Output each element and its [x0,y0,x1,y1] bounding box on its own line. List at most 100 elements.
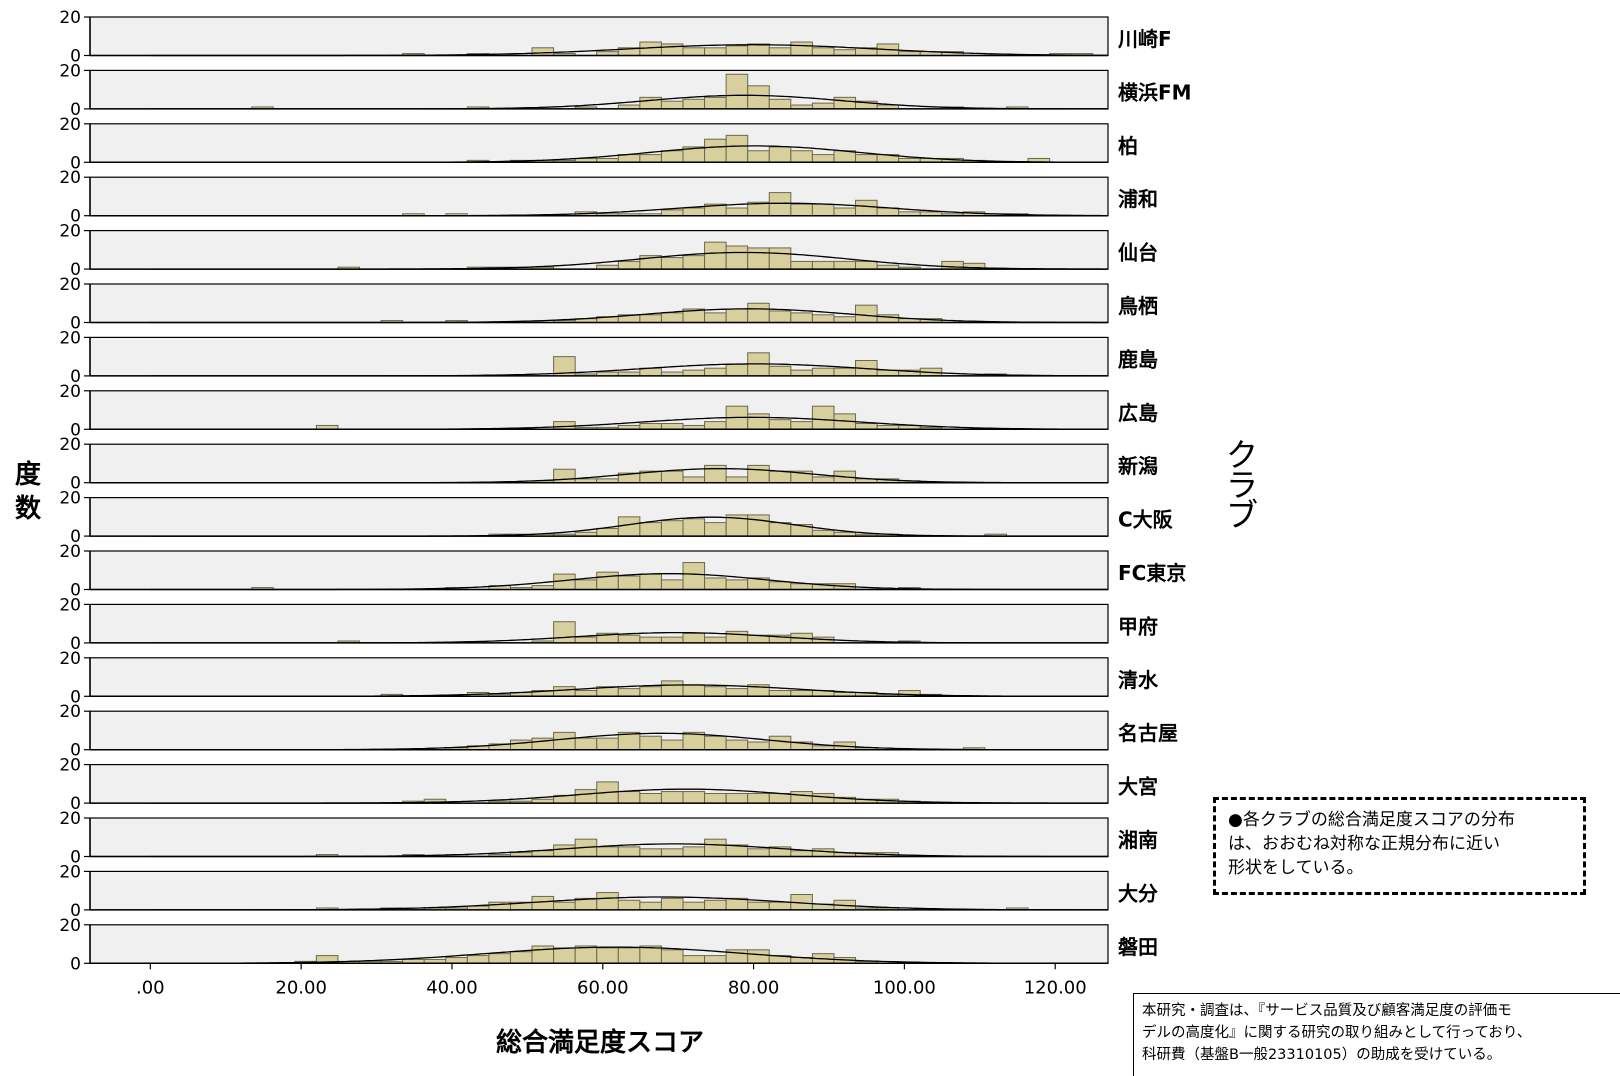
panel-background [89,710,1109,751]
histogram-bar [509,951,533,964]
histogram-bar [660,636,684,644]
histogram-bar [553,901,576,911]
histogram-bar [617,575,641,591]
histogram-bar [639,901,662,911]
histogram-bar [596,571,619,590]
histogram-bar [768,419,792,430]
histogram-bar [768,365,792,377]
y-tick-label: 20 [59,809,81,829]
histogram-bar [660,312,684,323]
histogram-bar [790,260,813,270]
histogram-bar [639,735,662,751]
histogram-bar [660,739,684,751]
y-tick-label: 0 [70,207,81,227]
panel-background [89,176,1109,217]
histogram-bar [811,203,835,217]
histogram-bar [682,846,706,857]
y-tick-label: 20 [59,222,81,242]
histogram-bar [445,957,468,964]
club-label: 仙台 [1118,241,1158,265]
histogram-bar [704,421,727,430]
histogram-bar [790,690,813,697]
histogram-bar [596,892,619,911]
club-label: C大阪 [1118,508,1174,532]
club-label: 川崎F [1117,27,1172,51]
histogram-bar [704,522,727,537]
histogram-bar [682,791,706,804]
histogram-bar [790,583,813,590]
histogram-bar [811,154,835,163]
histogram-bar [704,955,727,964]
histogram-bar [855,423,878,430]
histogram-bar [725,579,749,590]
x-tick-label: 100.00 [873,977,936,998]
y-tick-label: 0 [70,100,81,120]
histogram-bar [531,47,555,56]
histogram-bar [768,522,792,537]
club-label: FC東京 [1118,561,1186,585]
funding-credit-note: 本研究・調査は、『サービス品質及び顧客満足度の評価モ デルの高度化』に関する研究… [1133,993,1620,1076]
histogram-bar [553,947,576,964]
histogram-bar [725,476,749,484]
histogram-bar [617,899,641,911]
panel-background [89,283,1109,324]
histogram-bar [725,73,749,110]
histogram-bar [660,43,684,57]
histogram-bar [768,192,792,217]
histogram-bar [660,579,684,590]
histogram-bar [574,636,598,644]
histogram-bar [855,260,878,270]
panel-background [89,16,1109,57]
histogram-bar [811,367,835,377]
x-tick-label: 80.00 [728,977,780,998]
histogram-bar [660,949,684,964]
histogram-bar [639,522,662,537]
histogram-bar [790,369,813,377]
histogram-bar [639,848,662,857]
y-tick-label: 0 [70,634,81,654]
histogram-bar [704,47,727,56]
histogram-bar [639,573,662,590]
histogram-bar [768,470,792,484]
histogram-bar [617,846,641,857]
y-tick-label: 20 [59,382,81,402]
y-tick-label: 20 [59,702,81,722]
histogram-bar [531,850,555,857]
histogram-bar [725,363,749,377]
histogram-bar [553,468,576,484]
histogram-bar [639,314,662,323]
y-tick-label: 0 [70,954,81,974]
credit-line: デルの高度化』に関する研究の取り組みとして行っており、 [1142,1025,1532,1041]
credit-line: 本研究・調査は、『サービス品質及び顧客満足度の評価モ [1142,1003,1512,1019]
histogram-bar [660,470,684,484]
histogram-bar [553,844,576,858]
histogram-bar [811,102,835,110]
y-tick-label: 0 [70,741,81,761]
panel-background [89,336,1109,377]
histogram-bar [617,947,641,964]
histogram-bar [704,367,727,377]
histogram-bar [682,518,706,537]
histogram-bar [768,146,792,163]
histogram-bar [660,150,684,163]
histogram-bar [682,98,706,110]
x-tick-label: 60.00 [577,977,629,998]
y-tick-label: 20 [59,275,81,295]
histogram-bar [704,636,727,644]
histogram-bar [811,405,835,430]
y-tick-label: 20 [59,916,81,936]
histogram-bar [660,680,684,697]
histogram-bar [574,945,598,964]
club-label: 湘南 [1118,828,1158,852]
histogram-bar [768,247,792,270]
histogram-bar [574,789,598,804]
y-tick-label: 0 [70,367,81,387]
histogram-bar [790,421,813,430]
histogram-bar [855,199,878,217]
y-tick-label: 0 [70,420,81,440]
y-tick-label: 0 [70,527,81,547]
histogram-bar [747,848,770,857]
y-tick-label: 0 [70,901,81,921]
histogram-bar [768,901,792,911]
histogram-bar [768,735,792,751]
